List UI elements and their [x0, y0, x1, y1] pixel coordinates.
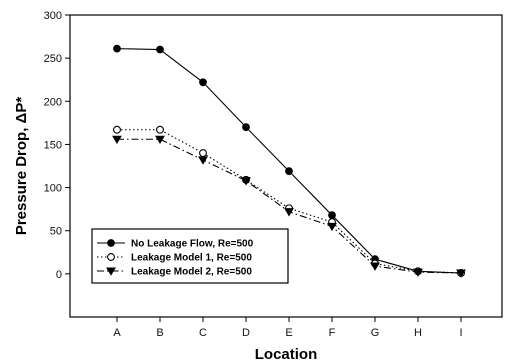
series-1-point — [242, 123, 250, 132]
y-tick-label: 150 — [44, 139, 62, 151]
y-tick-label: 200 — [44, 96, 62, 108]
series-1-point — [328, 211, 336, 220]
x-axis-title: Location — [255, 346, 318, 363]
plot-area — [69, 14, 503, 318]
series-2-point — [156, 125, 164, 134]
x-tick-label: A — [113, 327, 121, 339]
x-tick-label: H — [414, 327, 422, 339]
y-axis: 0 50 100 150 200 250 300 — [44, 10, 70, 281]
series-layer — [112, 44, 466, 278]
legend-marker — [107, 253, 115, 261]
series-2-line — [117, 129, 462, 274]
series-1-point — [156, 45, 164, 54]
legend-label: No Leakage Flow, Re=500 — [131, 239, 254, 250]
series-2-point — [113, 125, 121, 134]
series-3-point — [370, 262, 380, 271]
series-3-point — [198, 156, 208, 165]
series-1-point — [113, 44, 121, 53]
legend-entry: No Leakage Flow, Re=500 — [97, 239, 254, 250]
series-3-point — [327, 222, 337, 232]
series-3-point — [241, 177, 251, 186]
x-tick-label: D — [242, 327, 250, 339]
legend-entry: Leakage Model 2, Re=500 — [97, 267, 252, 278]
legend-marker — [106, 267, 116, 276]
series-3-point — [456, 269, 466, 278]
series-2-point — [199, 149, 207, 158]
legend-box — [91, 228, 289, 284]
x-tick-label: I — [459, 327, 462, 339]
series-3-point — [413, 268, 423, 277]
series-3-point — [284, 208, 294, 217]
series-3-point — [155, 135, 165, 145]
series-3 — [112, 135, 466, 278]
y-tick-label: 100 — [44, 183, 62, 195]
x-tick-label: E — [285, 327, 292, 339]
y-tick-label: 250 — [44, 53, 62, 65]
x-tick-label: B — [156, 327, 163, 339]
x-axis: A B C D E F G H I — [113, 317, 463, 339]
x-tick-label: G — [371, 327, 380, 339]
series-3-point — [112, 135, 122, 145]
legend-entry: Leakage Model 1, Re=500 — [97, 253, 252, 264]
legend: No Leakage Flow, Re=500 Leakage Model 1, … — [91, 228, 289, 284]
series-1-point — [199, 78, 207, 87]
y-tick-label: 300 — [44, 10, 62, 22]
legend-label: Leakage Model 2, Re=500 — [131, 267, 252, 278]
y-tick-label: 0 — [56, 269, 62, 281]
y-tick-label: 50 — [50, 226, 62, 238]
x-tick-label: C — [199, 327, 207, 339]
y-axis-title: Pressure Drop, ΔP* — [13, 97, 30, 235]
series-1-point — [285, 167, 293, 176]
legend-marker — [107, 239, 115, 247]
legend-label: Leakage Model 1, Re=500 — [131, 253, 252, 264]
x-tick-label: F — [329, 327, 336, 339]
legend-entries: No Leakage Flow, Re=500 Leakage Model 1, … — [97, 239, 254, 278]
